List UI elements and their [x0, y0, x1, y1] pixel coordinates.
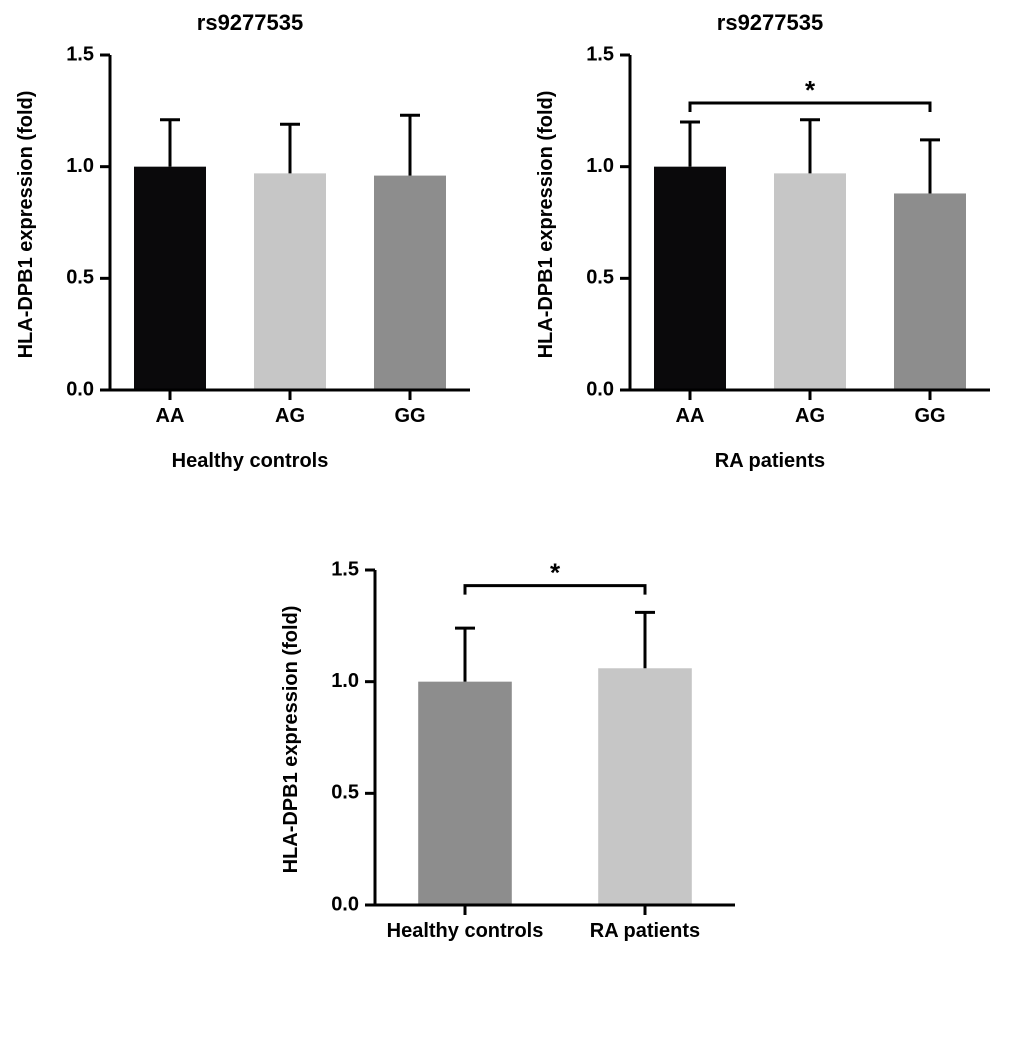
y-tick-label: 1.0: [331, 670, 359, 692]
x-tick-label: GG: [394, 405, 425, 427]
y-tick-label: 1.5: [331, 558, 359, 580]
y-tick-label: 0.0: [331, 893, 359, 915]
chart-title: rs9277535: [10, 10, 490, 36]
x-tick-label: Healthy controls: [387, 920, 544, 942]
y-tick-label: 1.0: [66, 155, 94, 177]
y-tick-label: 1.5: [66, 43, 94, 65]
bar: [254, 173, 326, 390]
x-tick-label: AA: [156, 405, 185, 427]
bar: [418, 682, 512, 905]
y-tick-label: 0.0: [586, 378, 614, 400]
chart-top-right: rs9277535 HLA-DPB1 expression (fold) * 0.0 0…: [530, 0, 1010, 480]
y-tick-label: 0.0: [66, 378, 94, 400]
y-tick-label: 1.0: [586, 155, 614, 177]
significance-label: *: [805, 75, 816, 105]
bar: [598, 668, 692, 905]
bar: [894, 193, 966, 390]
y-tick-label: 0.5: [331, 782, 359, 804]
chart-bottom: HLA-DPB1 expression (fold) * 0.0 0.5 1.0 1.5 H…: [275, 515, 755, 995]
x-tick-label: RA patients: [590, 920, 700, 942]
chart-svg: 0.0 0.5 1.0 1.5 AA AG GG: [10, 0, 490, 480]
x-tick-label: AA: [676, 405, 705, 427]
x-tick-label: AG: [275, 405, 305, 427]
y-axis-label: HLA-DPB1 expression (fold): [535, 57, 558, 392]
bar: [374, 176, 446, 390]
y-tick-label: 0.5: [586, 267, 614, 289]
x-axis-label: RA patients: [530, 450, 1010, 473]
bar: [774, 173, 846, 390]
chart-svg: * 0.0 0.5 1.0 1.5 AA AG GG: [530, 0, 1010, 480]
significance-label: *: [550, 558, 561, 588]
x-axis-label: Healthy controls: [10, 450, 490, 473]
bar: [134, 167, 206, 390]
y-axis-label: HLA-DPB1 expression (fold): [280, 572, 303, 907]
bar: [654, 167, 726, 390]
x-tick-label: GG: [914, 405, 945, 427]
chart-title: rs9277535: [530, 10, 1010, 36]
y-axis-label: HLA-DPB1 expression (fold): [15, 57, 38, 392]
y-tick-label: 0.5: [66, 267, 94, 289]
y-tick-label: 1.5: [586, 43, 614, 65]
x-tick-label: AG: [795, 405, 825, 427]
chart-svg: * 0.0 0.5 1.0 1.5 Healthy controls RA patients: [275, 515, 755, 995]
figure-page: rs9277535HLA-DPB1 expression (fold)0.00.…: [0, 0, 1020, 1063]
chart-top-left: rs9277535HLA-DPB1 expression (fold)0.00.…: [10, 0, 490, 480]
